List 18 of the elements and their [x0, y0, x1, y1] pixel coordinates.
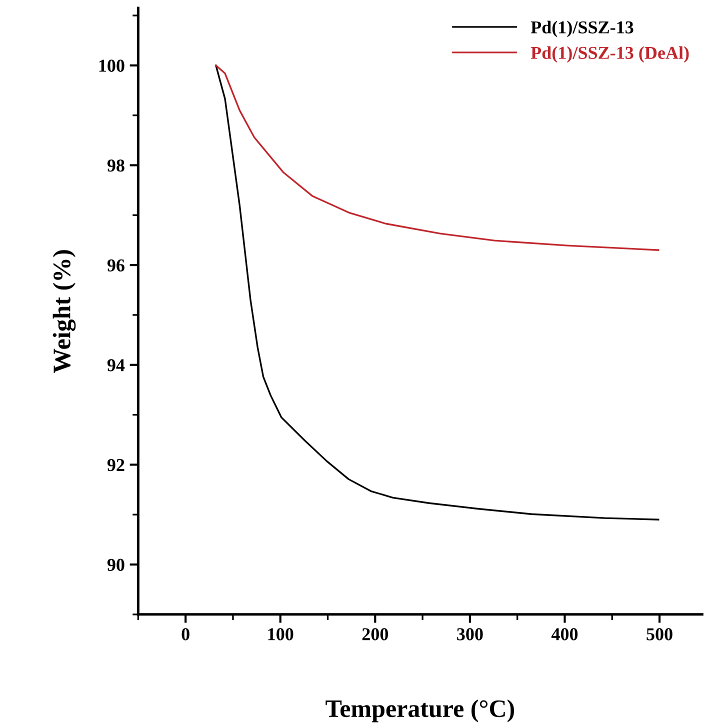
y-axis-title: Weight (%) — [52, 250, 76, 374]
x-tick-label: 200 — [362, 628, 388, 640]
y-tick-label: 100 — [99, 60, 124, 72]
x-tick-label: 500 — [646, 628, 672, 640]
legend-label: Pd(1)/SSZ-13 (DeAl) — [530, 46, 689, 63]
line-series — [215, 64, 660, 251]
y-tick-label: 94 — [107, 359, 125, 372]
y-tick-label: 92 — [107, 459, 124, 472]
x-tick-label: 300 — [457, 628, 483, 640]
y-tick-label: 90 — [107, 558, 124, 571]
line-series — [215, 64, 660, 520]
y-tick-label: 96 — [107, 259, 124, 272]
x-tick-label: 0 — [182, 628, 190, 640]
legend-label: Pd(1)/SSZ-13 — [530, 20, 634, 38]
x-tick-label: 100 — [268, 628, 294, 640]
x-tick-label: 400 — [551, 628, 578, 640]
y-tick-label: 98 — [107, 159, 124, 172]
x-axis-title: Temperature (°C) — [326, 700, 514, 722]
